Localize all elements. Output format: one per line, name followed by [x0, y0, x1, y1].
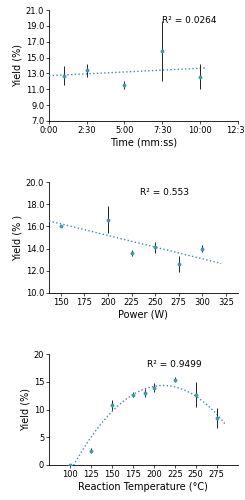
- Text: R² = 0.0264: R² = 0.0264: [162, 16, 217, 24]
- Text: R² = 0.553: R² = 0.553: [140, 188, 189, 196]
- X-axis label: Power (W): Power (W): [118, 310, 168, 320]
- X-axis label: Reaction Temperature (°C): Reaction Temperature (°C): [78, 482, 208, 492]
- Y-axis label: Yield (% ): Yield (% ): [13, 214, 23, 260]
- X-axis label: Time (mm:ss): Time (mm:ss): [110, 138, 177, 147]
- Text: R² = 0.9499: R² = 0.9499: [147, 360, 202, 368]
- Y-axis label: Yield (%): Yield (%): [13, 44, 23, 87]
- Y-axis label: Yield (%): Yield (%): [21, 388, 31, 431]
